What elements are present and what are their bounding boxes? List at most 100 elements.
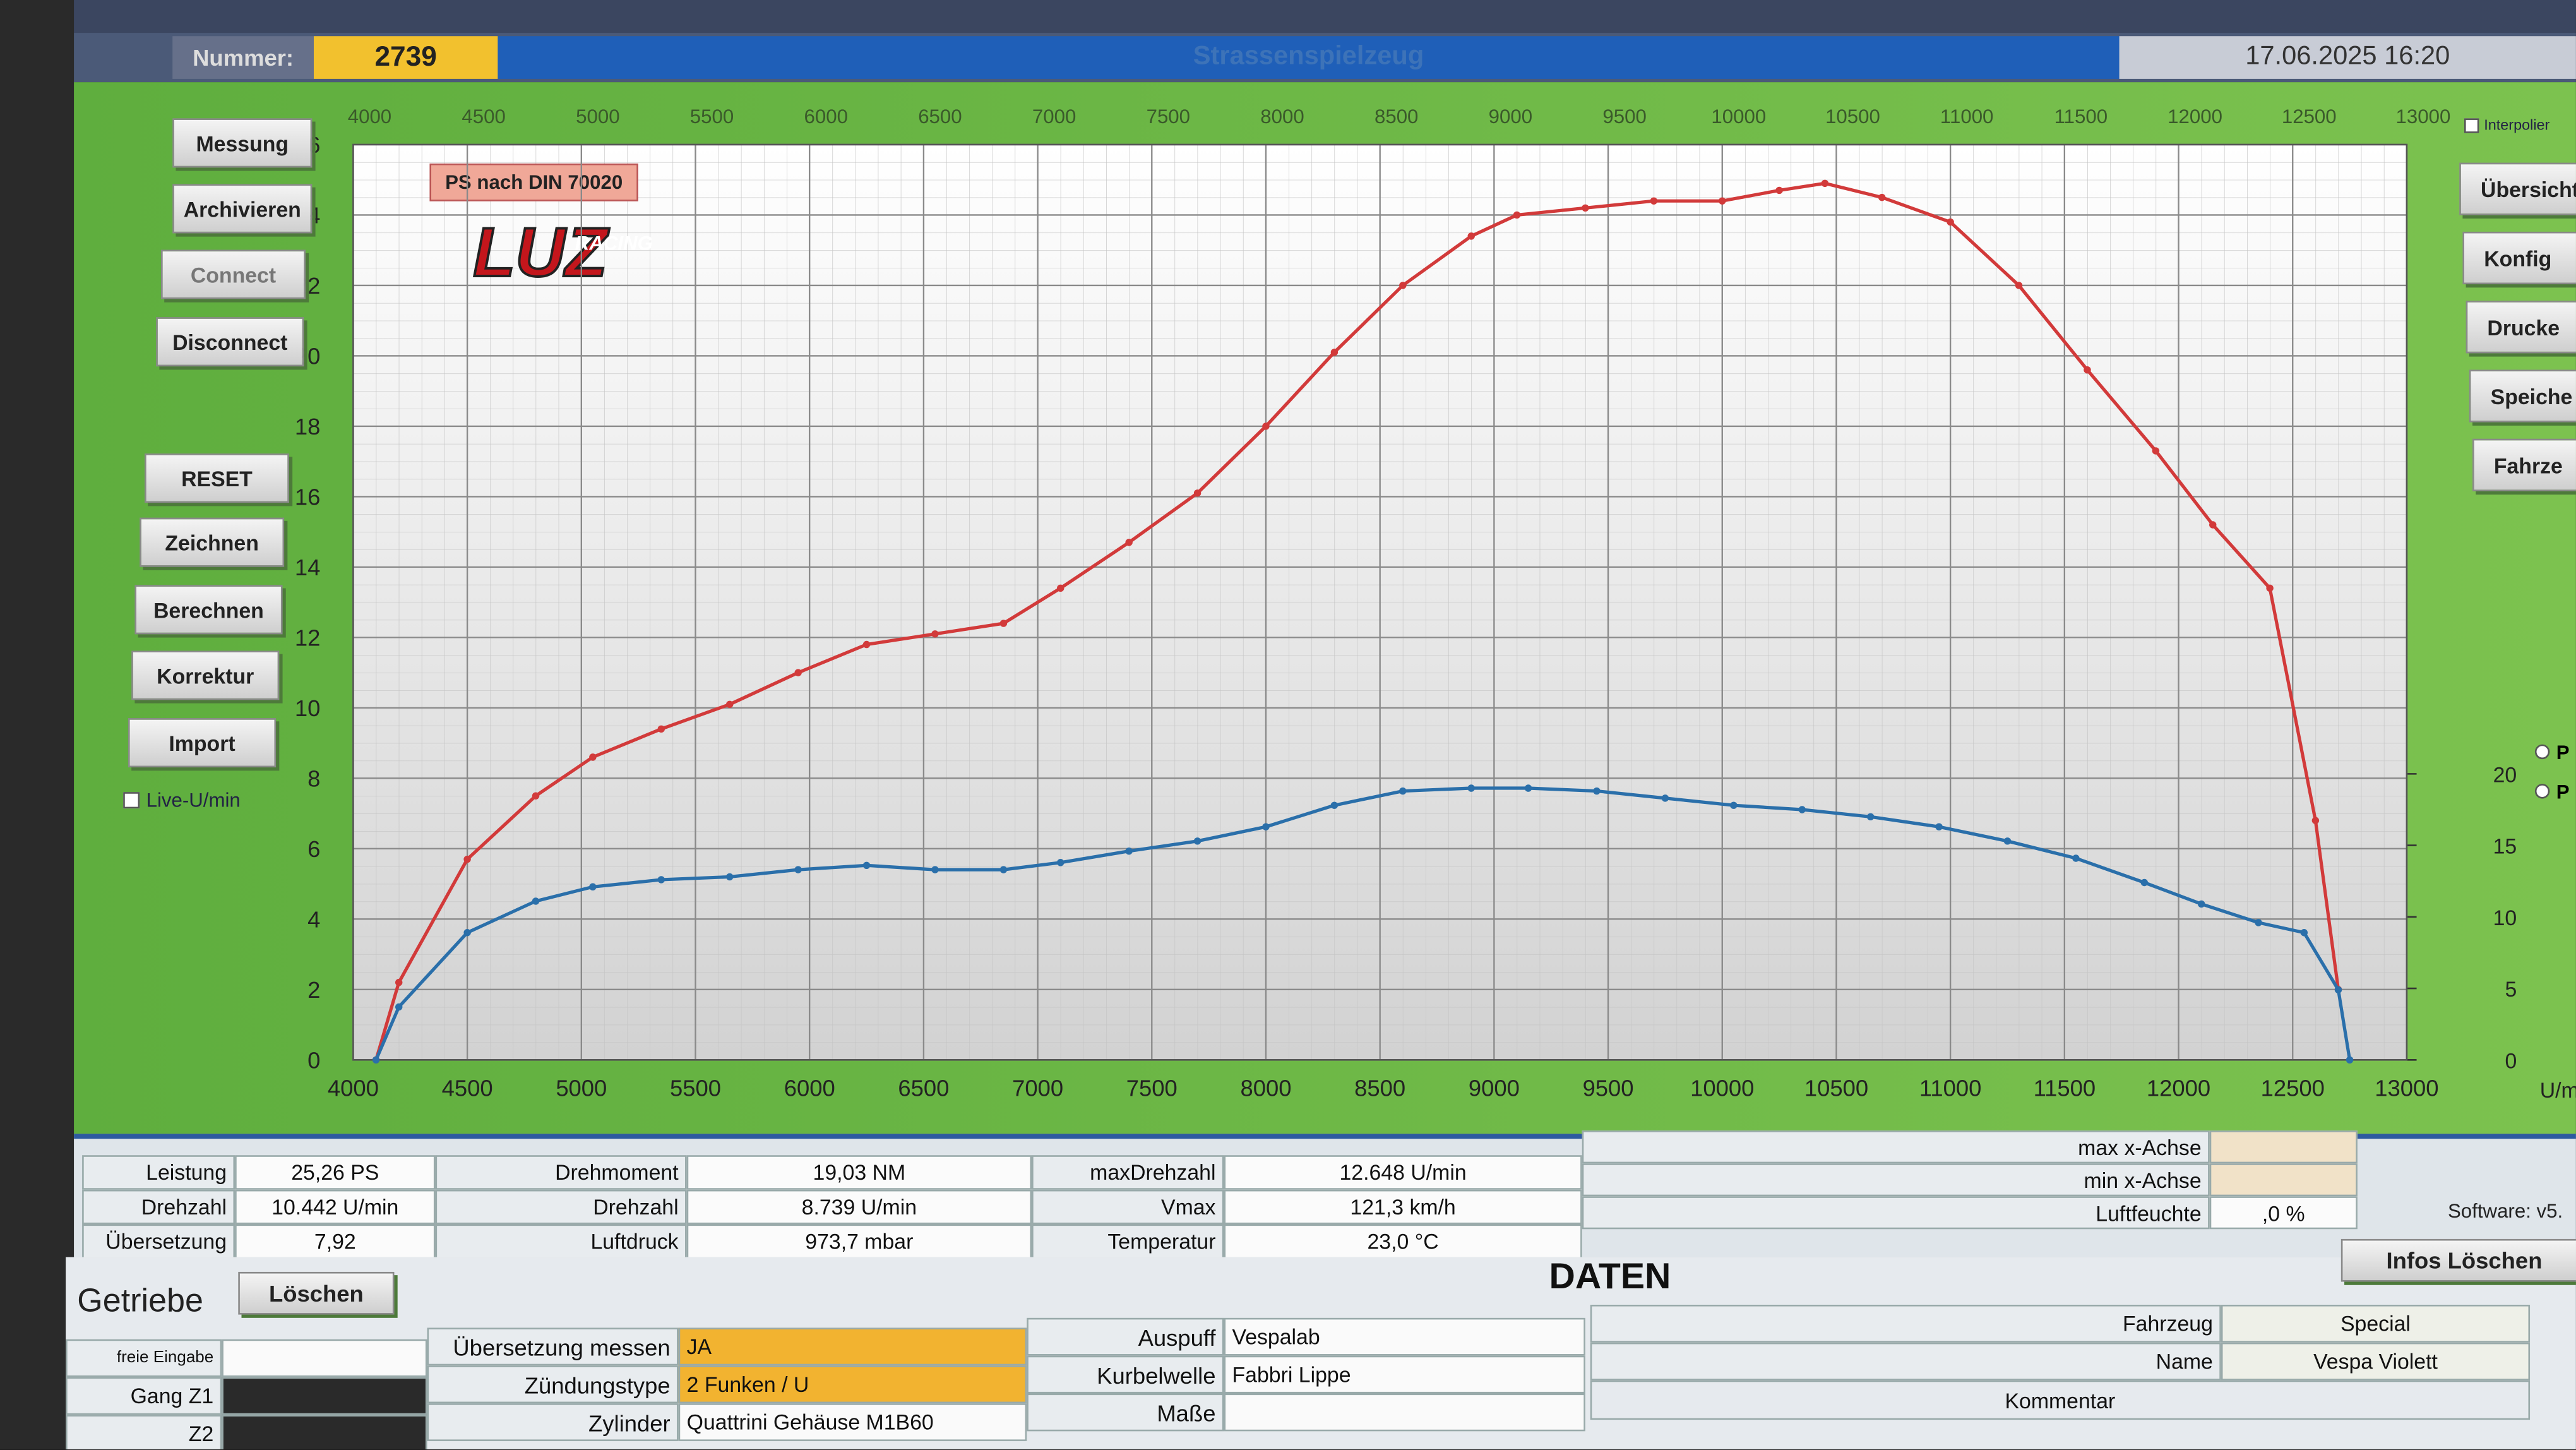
side-button[interactable]: Korrektur [131,650,280,700]
checkbox[interactable] [123,792,140,809]
result-label: Drehzahl [82,1189,236,1225]
data-point [2334,986,2342,994]
result-value: 19,03 NM [686,1155,1032,1190]
y-tick-label: 4 [307,906,320,932]
x-tick-label-top: 8500 [1374,105,1418,128]
data-point [1866,813,1875,821]
data-point [1125,539,1133,546]
radio[interactable] [2534,744,2550,760]
x-tick-label-top: 8000 [1260,105,1304,128]
data-value[interactable]: JA [678,1327,1027,1366]
side-button[interactable]: Übersicht [2459,162,2576,215]
result-label: Luftdruck [435,1224,687,1259]
x-tick-label: 10000 [1690,1076,1754,1101]
data-point [1193,837,1202,845]
x-tick-label: 9500 [1583,1076,1634,1101]
data-point [1330,349,1339,356]
y2-tick-label: 5 [2505,978,2517,1002]
data-point [1262,422,1270,430]
gear-label: Z2 [66,1415,222,1449]
side-button[interactable]: Drucke [2466,301,2576,354]
data-label: Maße [1027,1393,1224,1432]
radio-label: P [2556,741,2570,764]
side-button[interactable]: Fahrze [2472,438,2576,491]
gear-input[interactable] [222,1339,427,1377]
data-point [2072,854,2080,862]
data-point [2255,919,2262,926]
data-point [725,873,734,881]
data-label: Zylinder [427,1403,679,1441]
gear-input[interactable] [222,1415,427,1449]
side-button[interactable]: Speiche [2469,369,2576,422]
data-point [2300,929,2308,937]
result-value: 8.739 U/min [686,1189,1032,1225]
checkbox-label: Live-U/min [146,788,241,812]
title-bar [74,0,2576,33]
data-point [532,792,540,800]
x-tick-label-top: 10000 [1711,105,1766,128]
result-value: 12.648 U/min [1224,1155,1582,1190]
logo-sub: RACING [575,232,653,255]
result-label: Vmax [1032,1189,1224,1225]
x-tick-label: 10500 [1804,1076,1868,1101]
data-label: Kurbelwelle [1027,1355,1224,1394]
radio[interactable] [2534,784,2550,799]
side-button[interactable]: Disconnect [156,317,304,367]
data-point [1330,801,1339,809]
y-tick-label: 16 [295,484,321,510]
data-point [2152,447,2160,455]
data-point [1947,218,1954,226]
result-label: max x-Achse [1582,1130,2210,1164]
data-point [1730,801,1738,809]
data-value[interactable]: Fabbri Lippe [1224,1355,1585,1394]
x-axis-label: U/min [2540,1079,2576,1103]
x-tick-label-top: 6000 [804,105,848,128]
y2-tick-label: 20 [2493,763,2517,787]
gear-input[interactable] [222,1377,427,1415]
result-input[interactable]: ,0 % [2209,1196,2358,1230]
data-value[interactable]: Vespalab [1224,1317,1585,1356]
side-button[interactable]: Connect [160,249,306,299]
result-label: Drehmoment [435,1155,687,1190]
data-value[interactable]: 2 Funken / U [678,1365,1027,1404]
x-tick-label: 5500 [670,1076,721,1101]
x-tick-label: 9000 [1469,1076,1520,1101]
side-button[interactable]: Messung [172,118,313,168]
checkbox-label: Interpolier [2484,116,2550,133]
data-value[interactable]: Quattrini Gehäuse M1B60 [678,1403,1027,1441]
data-value[interactable] [1224,1393,1585,1432]
result-input[interactable] [2209,1163,2358,1197]
side-button[interactable]: Import [128,718,277,768]
data-label: Auspuff [1027,1317,1224,1356]
data-point [1467,232,1475,240]
data-value[interactable]: Special [2221,1304,2531,1343]
side-button[interactable]: Archivieren [172,184,313,234]
side-button[interactable]: Berechnen [134,585,283,635]
clear-button[interactable]: Löschen [238,1271,395,1315]
data-label: Zündungstype [427,1365,679,1404]
data-point [2003,837,2012,845]
checkbox[interactable] [2464,118,2479,133]
y2-tick-label: 10 [2493,906,2517,930]
result-input[interactable] [2209,1130,2358,1164]
x-tick-label: 8500 [1354,1076,1405,1101]
radio-label: P [2556,780,2570,804]
result-label: Luftfeuchte [1582,1196,2210,1230]
annotation-box [429,163,638,201]
y-tick-label: 18 [295,414,321,440]
data-point [2346,1056,2354,1064]
side-button[interactable]: RESET [144,453,289,503]
x-tick-label-top: 13000 [2396,105,2451,128]
data-point [2209,521,2217,529]
side-button[interactable]: Zeichnen [140,517,285,567]
x-tick-label: 4500 [442,1076,493,1101]
result-label: Drehzahl [435,1189,687,1225]
result-value: 10.442 U/min [235,1189,436,1225]
side-button[interactable]: Konfig [2462,231,2576,285]
y-tick-label: 8 [307,765,320,791]
y-tick-label: 10 [295,695,321,721]
x-tick-label-top: 5500 [690,105,734,128]
info-clear-button[interactable]: Infos Löschen [2340,1238,2576,1282]
data-value[interactable]: Vespa Violett [2221,1342,2531,1381]
